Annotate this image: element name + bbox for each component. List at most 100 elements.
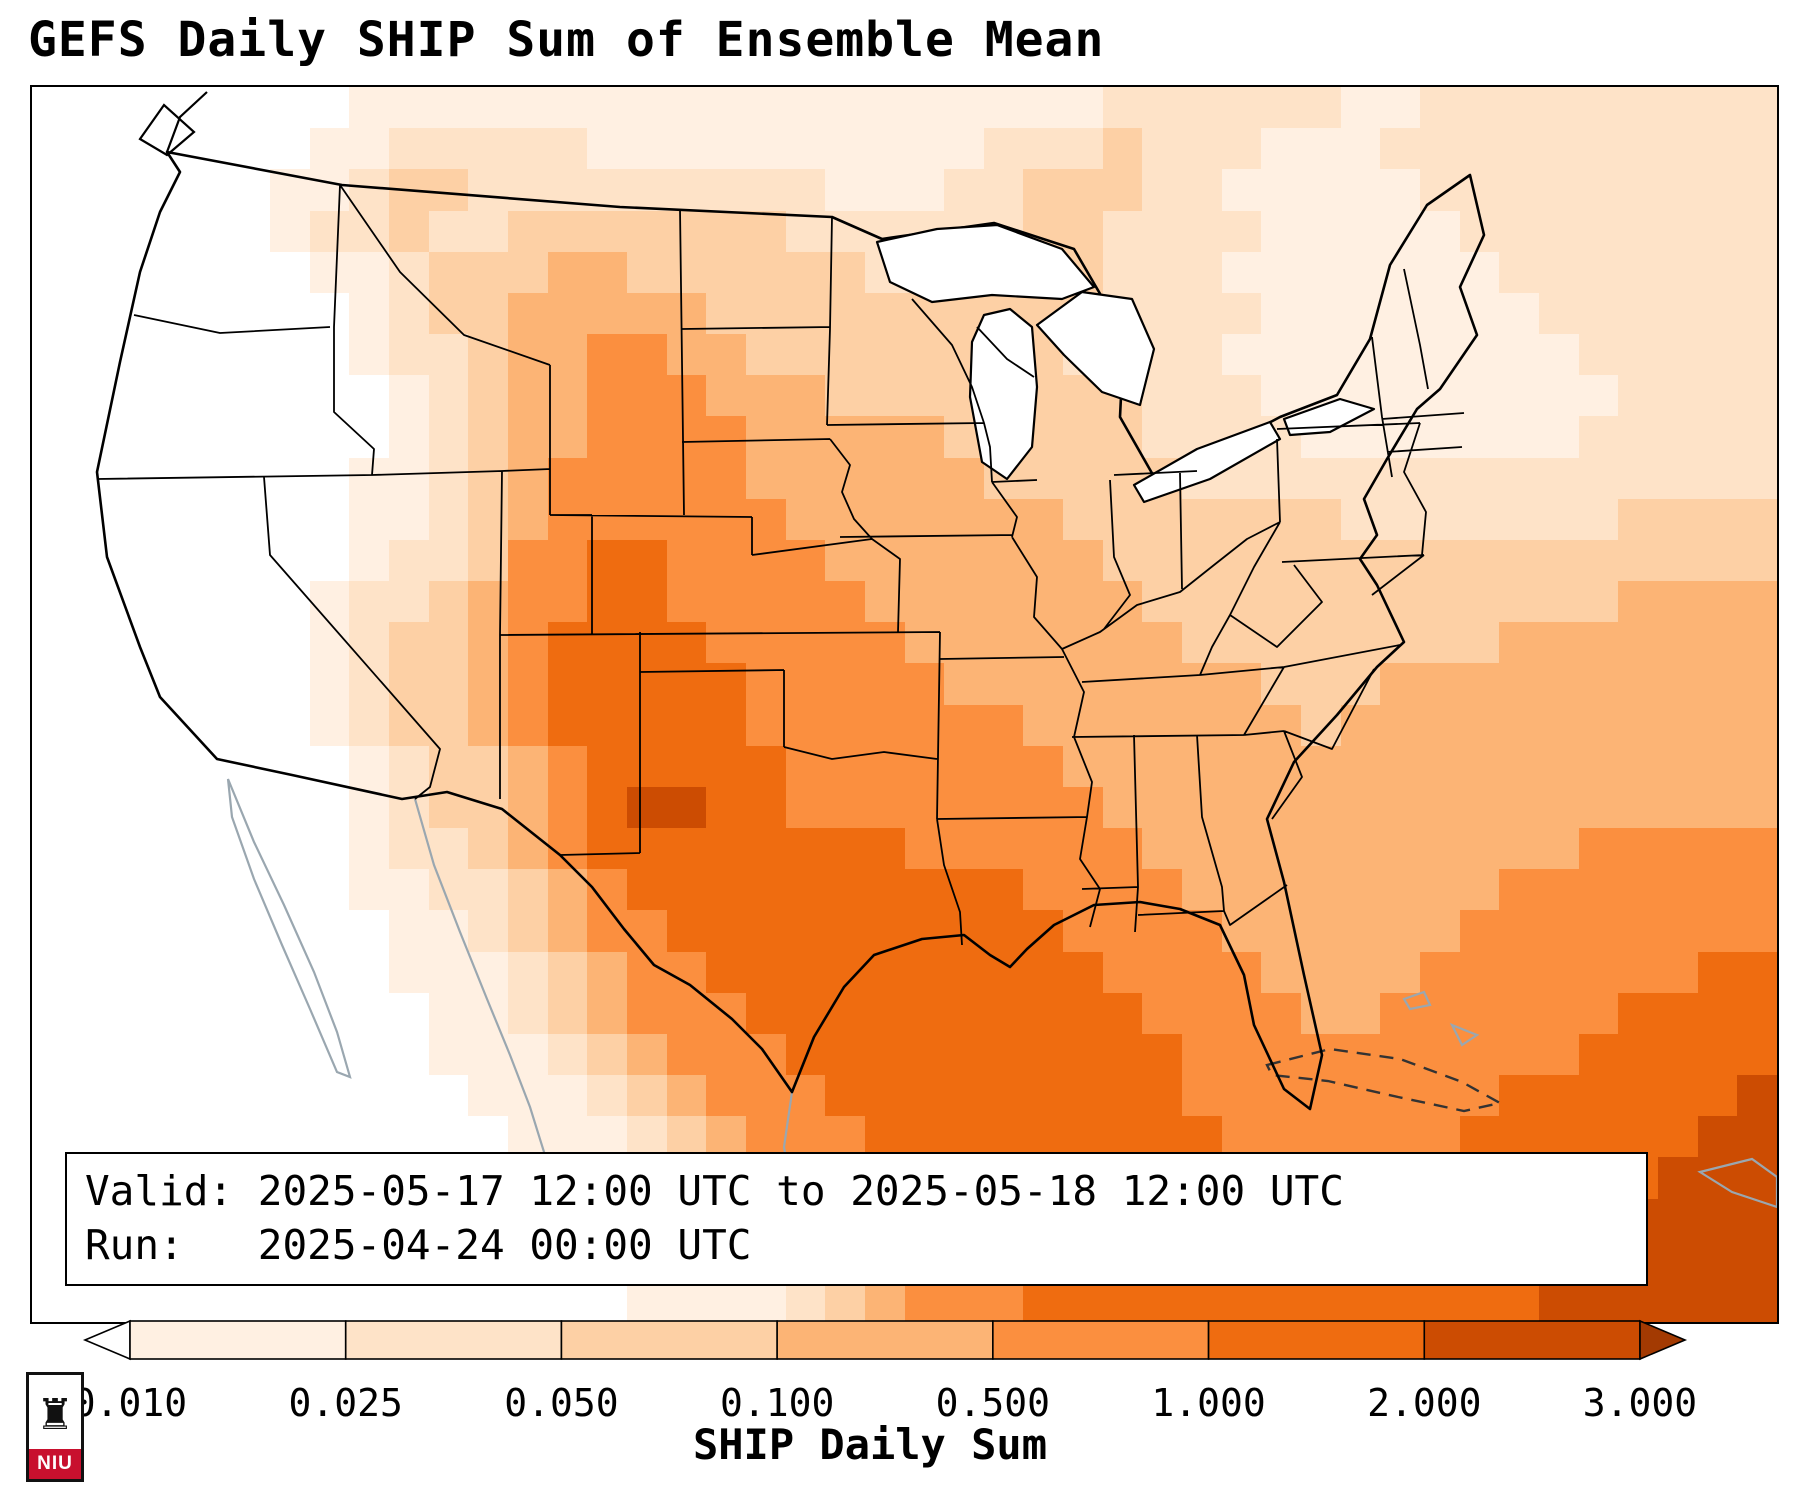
heatmap-cell [388,375,429,417]
heatmap-cell [745,786,786,828]
heatmap-cell [1618,1116,1659,1158]
heatmap-cell [190,1075,231,1117]
heatmap-cell [864,704,905,746]
heatmap-cell [507,87,548,129]
heatmap-cell [666,992,707,1034]
heatmap-cell [1340,1116,1381,1158]
heatmap-cell [626,169,667,211]
heatmap-cell [349,1116,389,1158]
heatmap-cell [230,622,270,664]
heatmap-cell [1261,128,1302,170]
heatmap-cell [706,951,746,993]
heatmap-cell [1578,334,1619,376]
heatmap-cell [1459,869,1500,911]
heatmap-cell [1737,992,1777,1034]
heatmap-cell [904,869,945,911]
heatmap-cell [309,786,350,828]
heatmap-cell [1578,210,1619,252]
heatmap-cell [32,210,72,252]
heatmap-cell [32,869,72,911]
heatmap-cell [269,251,310,293]
heatmap-cell [983,869,1024,911]
heatmap-cell [1459,334,1500,376]
heatmap-cell [349,992,389,1034]
colorbar-segment [560,1320,778,1360]
heatmap-cell [468,1280,508,1322]
heatmap-cell [706,334,746,376]
heatmap-cell [1578,251,1619,293]
heatmap-cell [666,169,707,211]
colorbar-tick-label: 3.000 [1583,1381,1697,1425]
heatmap-cell [1420,910,1460,952]
heatmap-cell [547,704,588,746]
heatmap-cell [626,87,667,129]
heatmap-cell [1697,910,1738,952]
heatmap-cell [1697,87,1738,129]
heatmap-cell [944,1075,984,1117]
heatmap-cell [706,786,746,828]
heatmap-cell [547,786,588,828]
heatmap-cell [1340,869,1381,911]
heatmap-cell [230,704,270,746]
heatmap-cell [785,416,826,458]
heatmap-cell [904,663,945,705]
validity-info-box: Valid: 2025-05-17 12:00 UTC to 2025-05-1… [65,1152,1648,1287]
heatmap-cell [706,539,746,581]
heatmap-cell [1380,1280,1421,1322]
heatmap-cell [507,704,548,746]
heatmap-cell [150,539,191,581]
heatmap-cell [745,210,786,252]
heatmap-cell [1578,87,1619,129]
heatmap-cell [1539,210,1579,252]
heatmap-cell [388,951,429,993]
heatmap-cell [269,375,310,417]
heatmap-cell [587,210,627,252]
heatmap-cell [309,87,350,129]
heatmap-cell [230,416,270,458]
heatmap-cell [190,498,231,540]
heatmap-cell [904,1033,945,1075]
heatmap-cell [388,1033,429,1075]
heatmap-cell [1539,1033,1579,1075]
heatmap-cell [388,1116,429,1158]
heatmap-cell [904,1280,945,1322]
heatmap-cell [1301,87,1341,129]
heatmap-cell [1697,581,1738,623]
heatmap-cell [468,745,508,787]
heatmap-cell [111,498,151,540]
heatmap-cell [864,1280,905,1322]
heatmap-cell [32,1033,72,1075]
heatmap-cell [1618,539,1659,581]
heatmap-cell [1261,334,1302,376]
heatmap-cell [944,786,984,828]
heatmap-cell [230,1116,270,1158]
heatmap-cell [1697,786,1738,828]
heatmap-cell [1539,1075,1579,1117]
heatmap-cell [1737,663,1777,705]
heatmap-cell [1340,581,1381,623]
heatmap-cell [825,704,865,746]
heatmap-cell [507,334,548,376]
heatmap-cell [1658,786,1698,828]
heatmap-cell [547,375,588,417]
heatmap-cell [626,1075,667,1117]
heatmap-cell [1301,498,1341,540]
heatmap-cell [1221,622,1262,664]
heatmap-cell [1063,704,1103,746]
heatmap-cell [1459,704,1500,746]
heatmap-cell [388,1280,429,1322]
heatmap-cell [983,1075,1024,1117]
heatmap-cell [1340,169,1381,211]
heatmap-cell [1340,910,1381,952]
heatmap-cell [507,1116,548,1158]
heatmap-cell [1499,169,1540,211]
heatmap-cell [32,786,72,828]
heatmap-cell [1697,375,1738,417]
heatmap-cell [1182,745,1222,787]
heatmap-cell [547,210,588,252]
heatmap-cell [1459,1280,1500,1322]
heatmap-cell [1578,1116,1619,1158]
heatmap-cell [1023,169,1064,211]
heatmap-cell [1618,87,1659,129]
heatmap-cell [111,992,151,1034]
